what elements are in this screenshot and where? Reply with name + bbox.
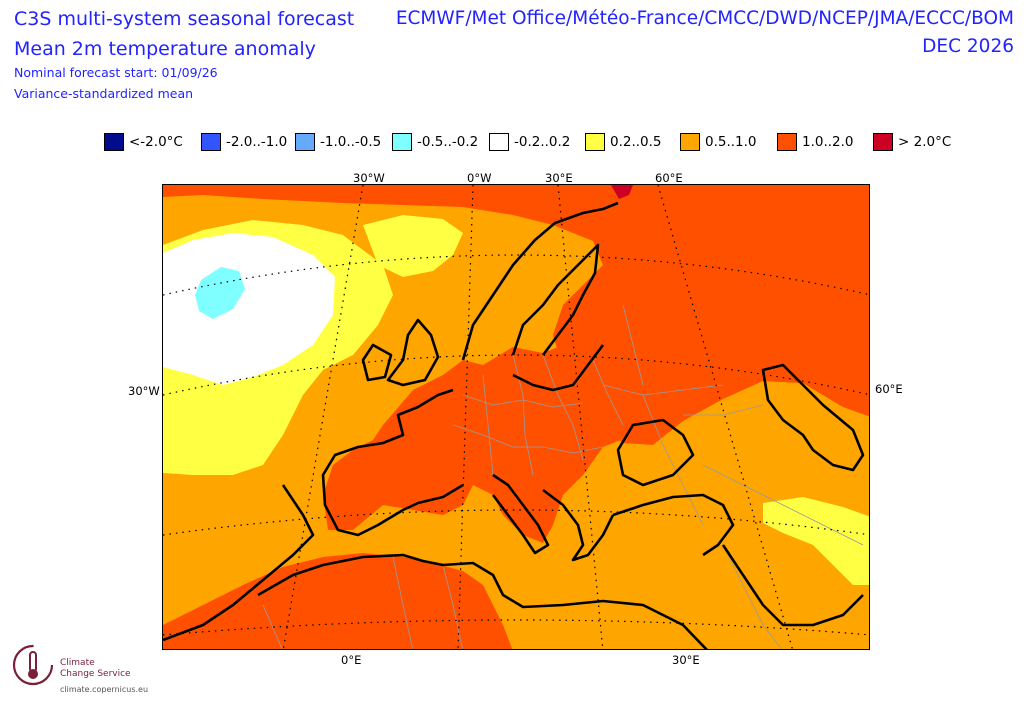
legend-item: -0.2..0.2 [489,132,570,152]
legend-label: <-2.0°C [129,134,183,150]
logo-url: climate.copernicus.eu [60,685,149,694]
legend-label: -0.5..-0.2 [417,134,479,150]
valid-month-label: DEC 2026 [922,36,1014,57]
logo-text-service: Change Service [60,669,131,679]
coastlines [163,201,865,649]
chart-title: C3S multi-system seasonal forecast [14,8,355,30]
anomaly-map [162,184,870,650]
legend-item: -1.0..-0.5 [295,132,381,152]
legend-swatch [104,133,124,151]
field-yellow-north [363,215,463,277]
method-label: Variance-standardized mean [14,86,194,101]
legend-swatch [201,133,221,151]
legend-item: -0.5..-0.2 [392,132,478,152]
legend-label: -2.0..-1.0 [226,134,288,150]
legend-label: 0.5..1.0 [705,134,757,150]
legend-item: > 2.0°C [873,132,951,152]
legend-label: 1.0..2.0 [802,134,854,150]
axis-label-left: 30°W [128,384,160,398]
field-red-europe [323,345,663,543]
axis-label-top: 0°W [467,171,492,185]
legend-swatch [680,133,700,151]
legend-label: -0.2..0.2 [514,134,571,150]
legend-swatch [392,133,412,151]
legend-swatch [777,133,797,151]
legend-item: -2.0..-1.0 [201,132,287,152]
legend-label: > 2.0°C [898,134,952,150]
field-darkred [611,185,633,199]
axis-label-top: 30°E [545,171,573,185]
field-yellow-east [763,497,869,585]
field-red-africa [163,553,513,649]
field-red-north [163,185,869,445]
forecast-start-label: Nominal forecast start: 01/09/26 [14,65,218,80]
axis-label-top: 30°W [353,171,385,185]
legend-swatch [873,133,893,151]
chart-subtitle: Mean 2m temperature anomaly [14,38,316,60]
legend-swatch [295,133,315,151]
axis-label-top: 60°E [655,171,683,185]
graticule [163,185,869,649]
copernicus-logo: Climate Change Service climate.copernicu… [10,640,160,698]
centres-label: ECMWF/Met Office/Météo-France/CMCC/DWD/N… [395,8,1014,29]
legend-item: 0.2..0.5 [585,132,662,152]
legend-label: -1.0..-0.5 [320,134,382,150]
legend-swatch [489,133,509,151]
map-svg [163,185,869,649]
axis-label-bottom: 0°E [341,653,362,667]
climate-logo-icon [12,644,54,686]
logo-text-climate: Climate [60,658,95,668]
legend-swatch [585,133,605,151]
axis-label-right: 60°E [875,382,903,396]
field-cyan [195,267,245,319]
axis-label-bottom: 30°E [672,653,700,667]
legend-item: <-2.0°C [104,132,183,152]
legend-label: 0.2..0.5 [610,134,662,150]
legend-item: 1.0..2.0 [777,132,854,152]
legend-item: 0.5..1.0 [680,132,757,152]
country-borders [262,304,864,649]
